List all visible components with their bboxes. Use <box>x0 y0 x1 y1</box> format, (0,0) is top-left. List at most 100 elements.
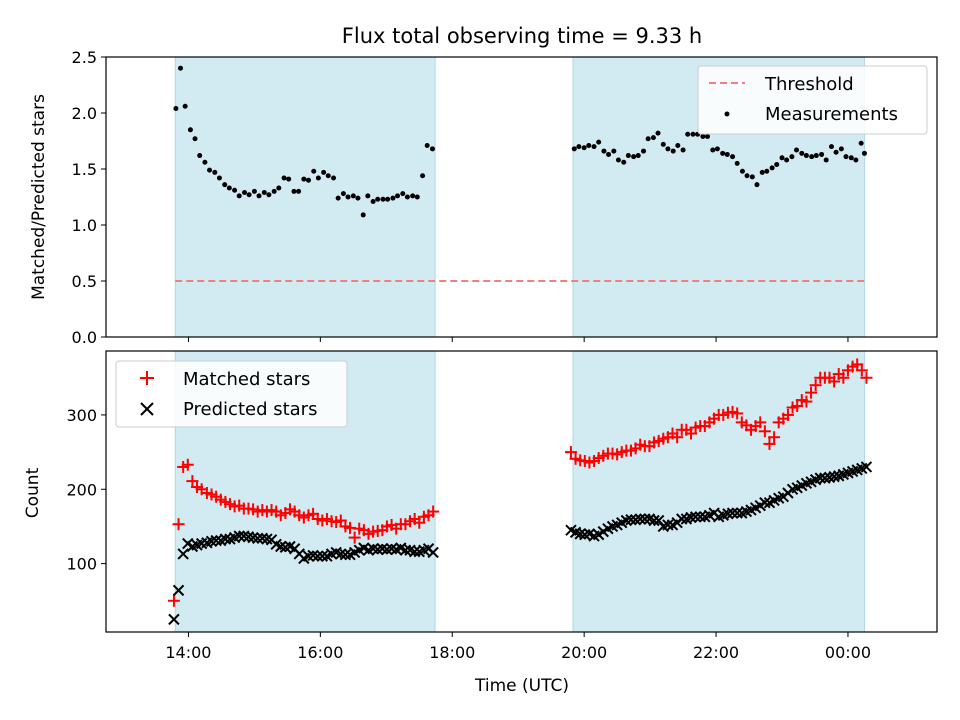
measurements-point <box>861 150 867 156</box>
legend-measurements-swatch <box>724 111 730 117</box>
measurements-point <box>286 176 292 182</box>
measurements-point <box>828 144 834 150</box>
top-legend-box <box>697 65 928 135</box>
predicted-stars-point <box>316 550 329 562</box>
measurements-point <box>365 193 371 199</box>
matched-stars-point <box>805 386 818 399</box>
measurements-point <box>645 136 651 142</box>
predicted-stars-point <box>726 507 739 519</box>
measurements-point <box>704 134 710 140</box>
measurements-point <box>823 157 829 163</box>
predicted-stars-point <box>408 546 421 558</box>
measurements-point <box>212 169 218 175</box>
measurements-point <box>720 150 726 156</box>
y-tick-label: 300 <box>66 406 97 425</box>
legend-measurements-label: Measurements <box>765 104 898 125</box>
measurements-point <box>380 196 386 202</box>
predicted-stars-point <box>233 530 245 542</box>
matched-stars-point <box>768 431 781 444</box>
x-tick-label: 00:00 <box>825 643 871 662</box>
matched-stars-point <box>172 518 185 531</box>
measurements-point <box>256 193 262 199</box>
measurements-point <box>331 175 337 181</box>
top-panel-frame <box>105 56 938 338</box>
y-tick-label: 1.5 <box>72 160 97 179</box>
measurements-point <box>197 153 203 159</box>
measurements-point <box>838 146 844 152</box>
measurements-point <box>261 190 267 196</box>
predicted-stars-point <box>625 514 637 526</box>
y-tick-label: 2.0 <box>72 104 97 123</box>
legend-matched-swatch <box>140 371 154 385</box>
measurements-point <box>576 144 582 150</box>
measurements-point <box>660 141 666 147</box>
y-tick-label: 2.5 <box>72 48 97 67</box>
measurements-point <box>833 149 839 155</box>
legend-predicted-swatch <box>140 402 154 416</box>
measurements-point <box>296 188 302 194</box>
measurements-point <box>625 153 631 159</box>
bottom-panel-frame <box>105 350 938 633</box>
measurements-point <box>414 194 420 200</box>
predicted-stars-point <box>177 548 189 560</box>
measurements-point <box>311 168 317 174</box>
measurements-point <box>779 155 785 161</box>
measurements-point <box>420 173 426 179</box>
bottom-legend: Matched stars Predicted stars <box>115 360 348 428</box>
measurements-point <box>226 185 232 191</box>
measurements-point <box>819 151 825 157</box>
predicted-stars-point <box>168 613 180 626</box>
measurements-point <box>631 154 637 160</box>
measurements-point <box>730 154 736 160</box>
measurements-point <box>360 212 366 218</box>
matched-stars-point <box>781 408 794 421</box>
y-tick-label: 0.0 <box>72 328 97 347</box>
measurements-point <box>340 191 346 197</box>
measurements-point <box>621 159 627 165</box>
measurements-point <box>611 148 617 154</box>
measurements-point <box>754 182 760 188</box>
predicted-stars-point <box>427 546 439 559</box>
measurements-point <box>182 103 188 109</box>
y-tick-label: 0.5 <box>72 272 97 291</box>
x-tick-label: 18:00 <box>429 643 475 662</box>
top-panel: 0.0 0.5 1.0 1.5 2.0 2.5 Matched/Predicted sta… <box>29 48 938 347</box>
matched-stars-point <box>181 458 194 471</box>
matched-stars-point <box>809 379 822 392</box>
measurements-point <box>615 157 621 163</box>
measurements-point <box>665 146 671 152</box>
predicted-stars-point <box>172 584 185 597</box>
measurements-point <box>385 196 391 202</box>
measurements-point <box>192 136 198 142</box>
measurements-point <box>178 65 184 71</box>
measurements-point <box>202 159 208 165</box>
matched-stars-point <box>671 431 684 444</box>
measurements-point <box>655 130 661 136</box>
top-legend: Threshold Measurements <box>697 65 928 135</box>
predicted-stars-point <box>219 533 232 545</box>
measurements-point <box>187 127 193 133</box>
predicted-stars-point <box>676 513 688 525</box>
measurements-point <box>404 194 410 200</box>
bottom-panel: 100 200 300 14:00 16:00 18:00 20:00 22:00 00:00… <box>23 350 938 662</box>
measurements-point <box>601 148 607 154</box>
matched-stars-point <box>758 425 771 438</box>
measurements-point <box>774 162 780 168</box>
x-tick-label: 22:00 <box>693 643 739 662</box>
legend-threshold-label: Threshold <box>764 74 854 95</box>
measurements-point <box>375 196 381 202</box>
legend-matched-label: Matched stars <box>183 369 310 390</box>
measurements-point <box>291 188 297 194</box>
measurements-point <box>216 175 222 181</box>
measurements-point <box>724 151 730 157</box>
measurements-point <box>395 193 401 199</box>
measurements-point <box>251 188 257 194</box>
measurements-point <box>591 144 597 150</box>
measurements-point <box>305 177 311 183</box>
predicted-stars-point <box>689 511 702 523</box>
legend-predicted-label: Predicted stars <box>183 399 317 420</box>
measurements-point <box>321 169 327 175</box>
predicted-stars-point <box>251 532 264 545</box>
measurements-point <box>784 157 790 163</box>
